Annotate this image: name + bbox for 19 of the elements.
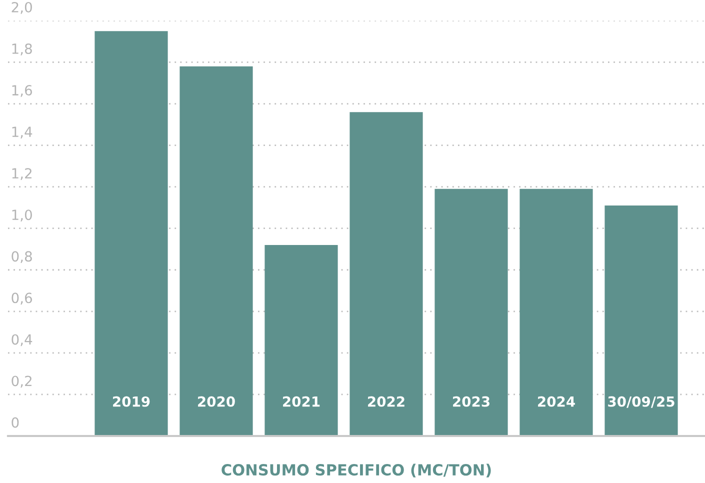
y-tick-label: 1,0	[12, 210, 32, 222]
y-tick-label: 2,0	[12, 2, 32, 14]
y-tick-label: 0	[12, 417, 19, 428]
x-tick-label: 2020	[198, 396, 235, 407]
x-tick-label: 2024	[538, 396, 575, 407]
x-tick-label: 2021	[283, 396, 320, 407]
y-tick-label: 0,2	[12, 376, 32, 388]
y-tick-label: 0,4	[12, 334, 32, 346]
y-tick-label: 1,4	[12, 126, 32, 138]
y-tick-label: 1,8	[12, 43, 32, 56]
y-tick-label: 0,6	[12, 292, 32, 305]
x-tick-label: 2019	[113, 396, 150, 407]
x-tick-label: 30/09/25	[608, 396, 674, 408]
y-tick-label: 1,2	[12, 168, 32, 180]
y-tick-label: 0,8	[12, 251, 32, 264]
x-tick-label: 2022	[368, 396, 404, 407]
y-tick-label: 1,6	[12, 85, 32, 97]
x-axis-title: CONSUMO SPECIFICO (MC/TON)	[222, 464, 491, 478]
x-tick-label: 2023	[453, 396, 490, 407]
